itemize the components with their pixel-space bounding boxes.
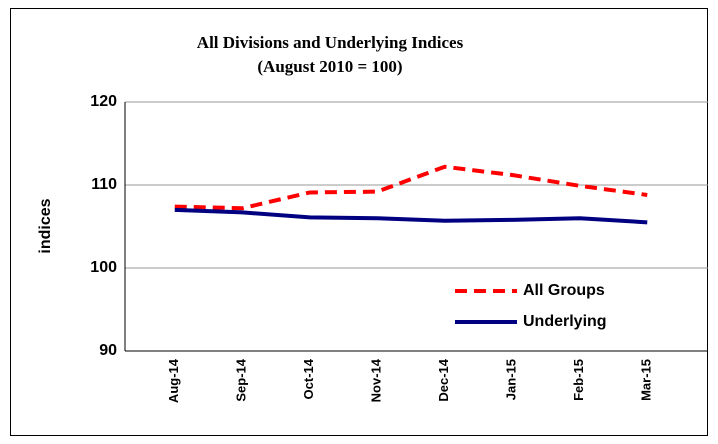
- x-tick-label: Aug-14: [166, 358, 181, 403]
- y-tick-label: 110: [91, 176, 117, 193]
- chart-frame: [10, 8, 708, 436]
- x-tick-label: Nov-14: [369, 358, 384, 402]
- legend-label: All Groups: [523, 282, 605, 299]
- series-line: [174, 164, 648, 211]
- y-tick-label: 120: [90, 93, 117, 110]
- chart-subtitle: (August 2010 = 100): [257, 57, 402, 76]
- x-tick-label: Feb-15: [571, 359, 586, 401]
- x-tick-label: Dec-14: [436, 358, 451, 401]
- x-tick-label: Jan-15: [504, 359, 519, 400]
- chart-title: All Divisions and Underlying Indices: [197, 33, 464, 52]
- x-tick-label: Sep-14: [234, 358, 249, 401]
- x-tick-label: Mar-15: [639, 359, 654, 401]
- series-line: [174, 207, 648, 225]
- legend-label: Underlying: [523, 313, 607, 330]
- y-axis-label: indices: [37, 198, 54, 253]
- y-tick-label: 100: [90, 259, 117, 276]
- x-tick-label: Oct-14: [301, 358, 316, 399]
- y-tick-label: 90: [99, 342, 117, 359]
